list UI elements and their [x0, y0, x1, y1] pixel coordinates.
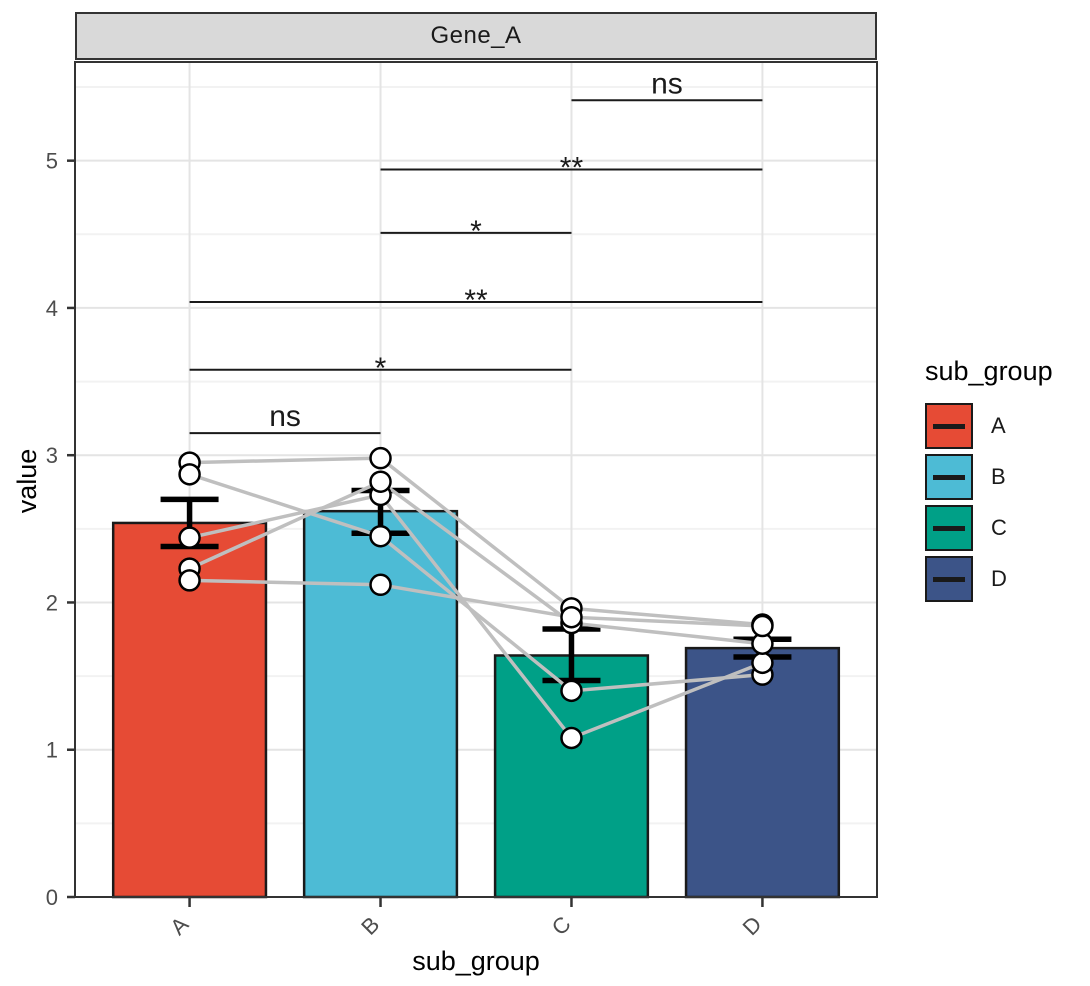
legend-key-swatch-D — [925, 556, 973, 602]
point-subject-3-A — [178, 526, 201, 549]
point-subject-5-A — [178, 569, 201, 592]
panel-border — [74, 61, 878, 898]
legend-key-errorbar-glyph — [933, 525, 965, 531]
x-tick-label-D: D — [738, 911, 767, 940]
y-tick-label: 5 — [46, 149, 58, 174]
y-tick-label: 2 — [46, 590, 58, 615]
legend-label-D: D — [991, 566, 1007, 591]
x-tick-label-C: C — [547, 911, 576, 940]
legend-key-errorbar-glyph — [933, 576, 965, 582]
legend-item-A: A — [925, 403, 1053, 449]
point-subject-5-B — [369, 573, 392, 597]
legend-key-swatch-A — [925, 403, 973, 449]
bracket-label-A-C: * — [375, 352, 387, 385]
legend-item-D: D — [925, 556, 1053, 602]
point-subject-1-B — [369, 446, 392, 470]
point-subject-2-A — [178, 463, 201, 486]
pair-line-subject-5 — [189, 578, 763, 628]
legend-items: A B C D — [925, 403, 1053, 602]
x-axis-title: sub_group — [412, 946, 540, 976]
pair-line-subject-2 — [189, 472, 763, 693]
legend-key-swatch-C — [925, 505, 973, 551]
legend-key-errorbar-glyph — [933, 423, 965, 429]
point-subject-2-C — [560, 679, 583, 703]
facet-strip: Gene_A — [75, 12, 877, 60]
pair-line-subject-3 — [189, 493, 764, 741]
bracket-label-C-D: ns — [651, 67, 683, 100]
pair-line-subject-1 — [189, 456, 763, 627]
y-tick-label: 1 — [46, 738, 58, 763]
legend-item-B: B — [925, 454, 1053, 500]
point-subject-2-B — [369, 524, 392, 548]
point-subject-5-C — [560, 605, 583, 629]
legend-item-C: C — [925, 505, 1053, 551]
legend-label-C: C — [991, 515, 1007, 540]
point-subject-4-B — [369, 470, 392, 493]
x-tick-label-A: A — [165, 911, 193, 939]
legend-label-A: A — [991, 413, 1006, 438]
y-tick-label: 3 — [46, 443, 58, 468]
pair-line-subject-4 — [188, 479, 763, 646]
legend-key-errorbar-glyph — [933, 474, 965, 480]
y-tick-label: 0 — [46, 885, 58, 910]
bracket-label-B-C: * — [470, 215, 482, 248]
bar-B — [302, 509, 459, 899]
x-tick-label-B: B — [356, 912, 384, 940]
point-subject-3-C — [560, 726, 583, 750]
point-subject-3-D — [751, 651, 774, 675]
y-axis-title: value — [12, 448, 42, 514]
point-subject-5-D — [751, 614, 774, 638]
bracket-label-A-B: ns — [269, 400, 301, 433]
legend-label-B: B — [991, 464, 1006, 489]
bar-D — [684, 646, 841, 899]
y-tick-label: 4 — [46, 296, 58, 321]
legend-key-swatch-B — [925, 454, 973, 500]
bracket-label-B-D: ** — [560, 152, 584, 185]
legend: sub_group A B C D — [925, 356, 1053, 607]
facet-title: Gene_A — [430, 22, 522, 49]
bracket-label-A-D: ** — [464, 284, 488, 317]
legend-title: sub_group — [925, 356, 1053, 386]
